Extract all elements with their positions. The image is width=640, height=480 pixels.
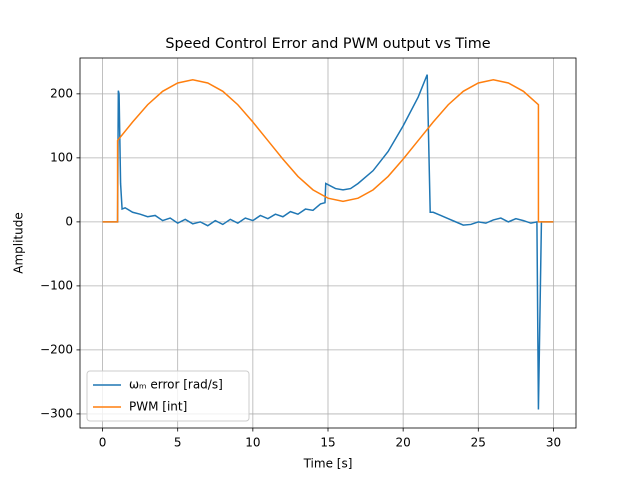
x-tick-label: 0 xyxy=(99,436,107,450)
x-tick-label: 15 xyxy=(320,436,335,450)
plot-frame xyxy=(79,57,577,429)
x-tick-label: 25 xyxy=(471,436,486,450)
legend-box xyxy=(86,370,250,422)
x-tick-label: 5 xyxy=(174,436,182,450)
legend-label: ωₘ error [rad/s] xyxy=(129,378,223,392)
x-axis-label: Time [s] xyxy=(303,457,353,471)
x-tick-label: 20 xyxy=(396,436,411,450)
series-line xyxy=(102,78,554,223)
legend-label: PWM [int] xyxy=(129,400,187,414)
x-tick-label: 30 xyxy=(546,436,561,450)
y-tick-label: 200 xyxy=(50,86,73,100)
chart-title: Speed Control Error and PWM output vs Ti… xyxy=(165,36,490,52)
y-tick-label: −100 xyxy=(40,278,73,292)
y-tick-label: −200 xyxy=(40,342,73,356)
x-tick-label: 10 xyxy=(245,436,260,450)
y-axis-label: Amplitude xyxy=(12,212,26,274)
series-line xyxy=(102,74,554,410)
y-tick-label: 0 xyxy=(65,214,73,228)
y-tick-label: −300 xyxy=(40,406,73,420)
y-tick-label: 100 xyxy=(50,150,73,164)
